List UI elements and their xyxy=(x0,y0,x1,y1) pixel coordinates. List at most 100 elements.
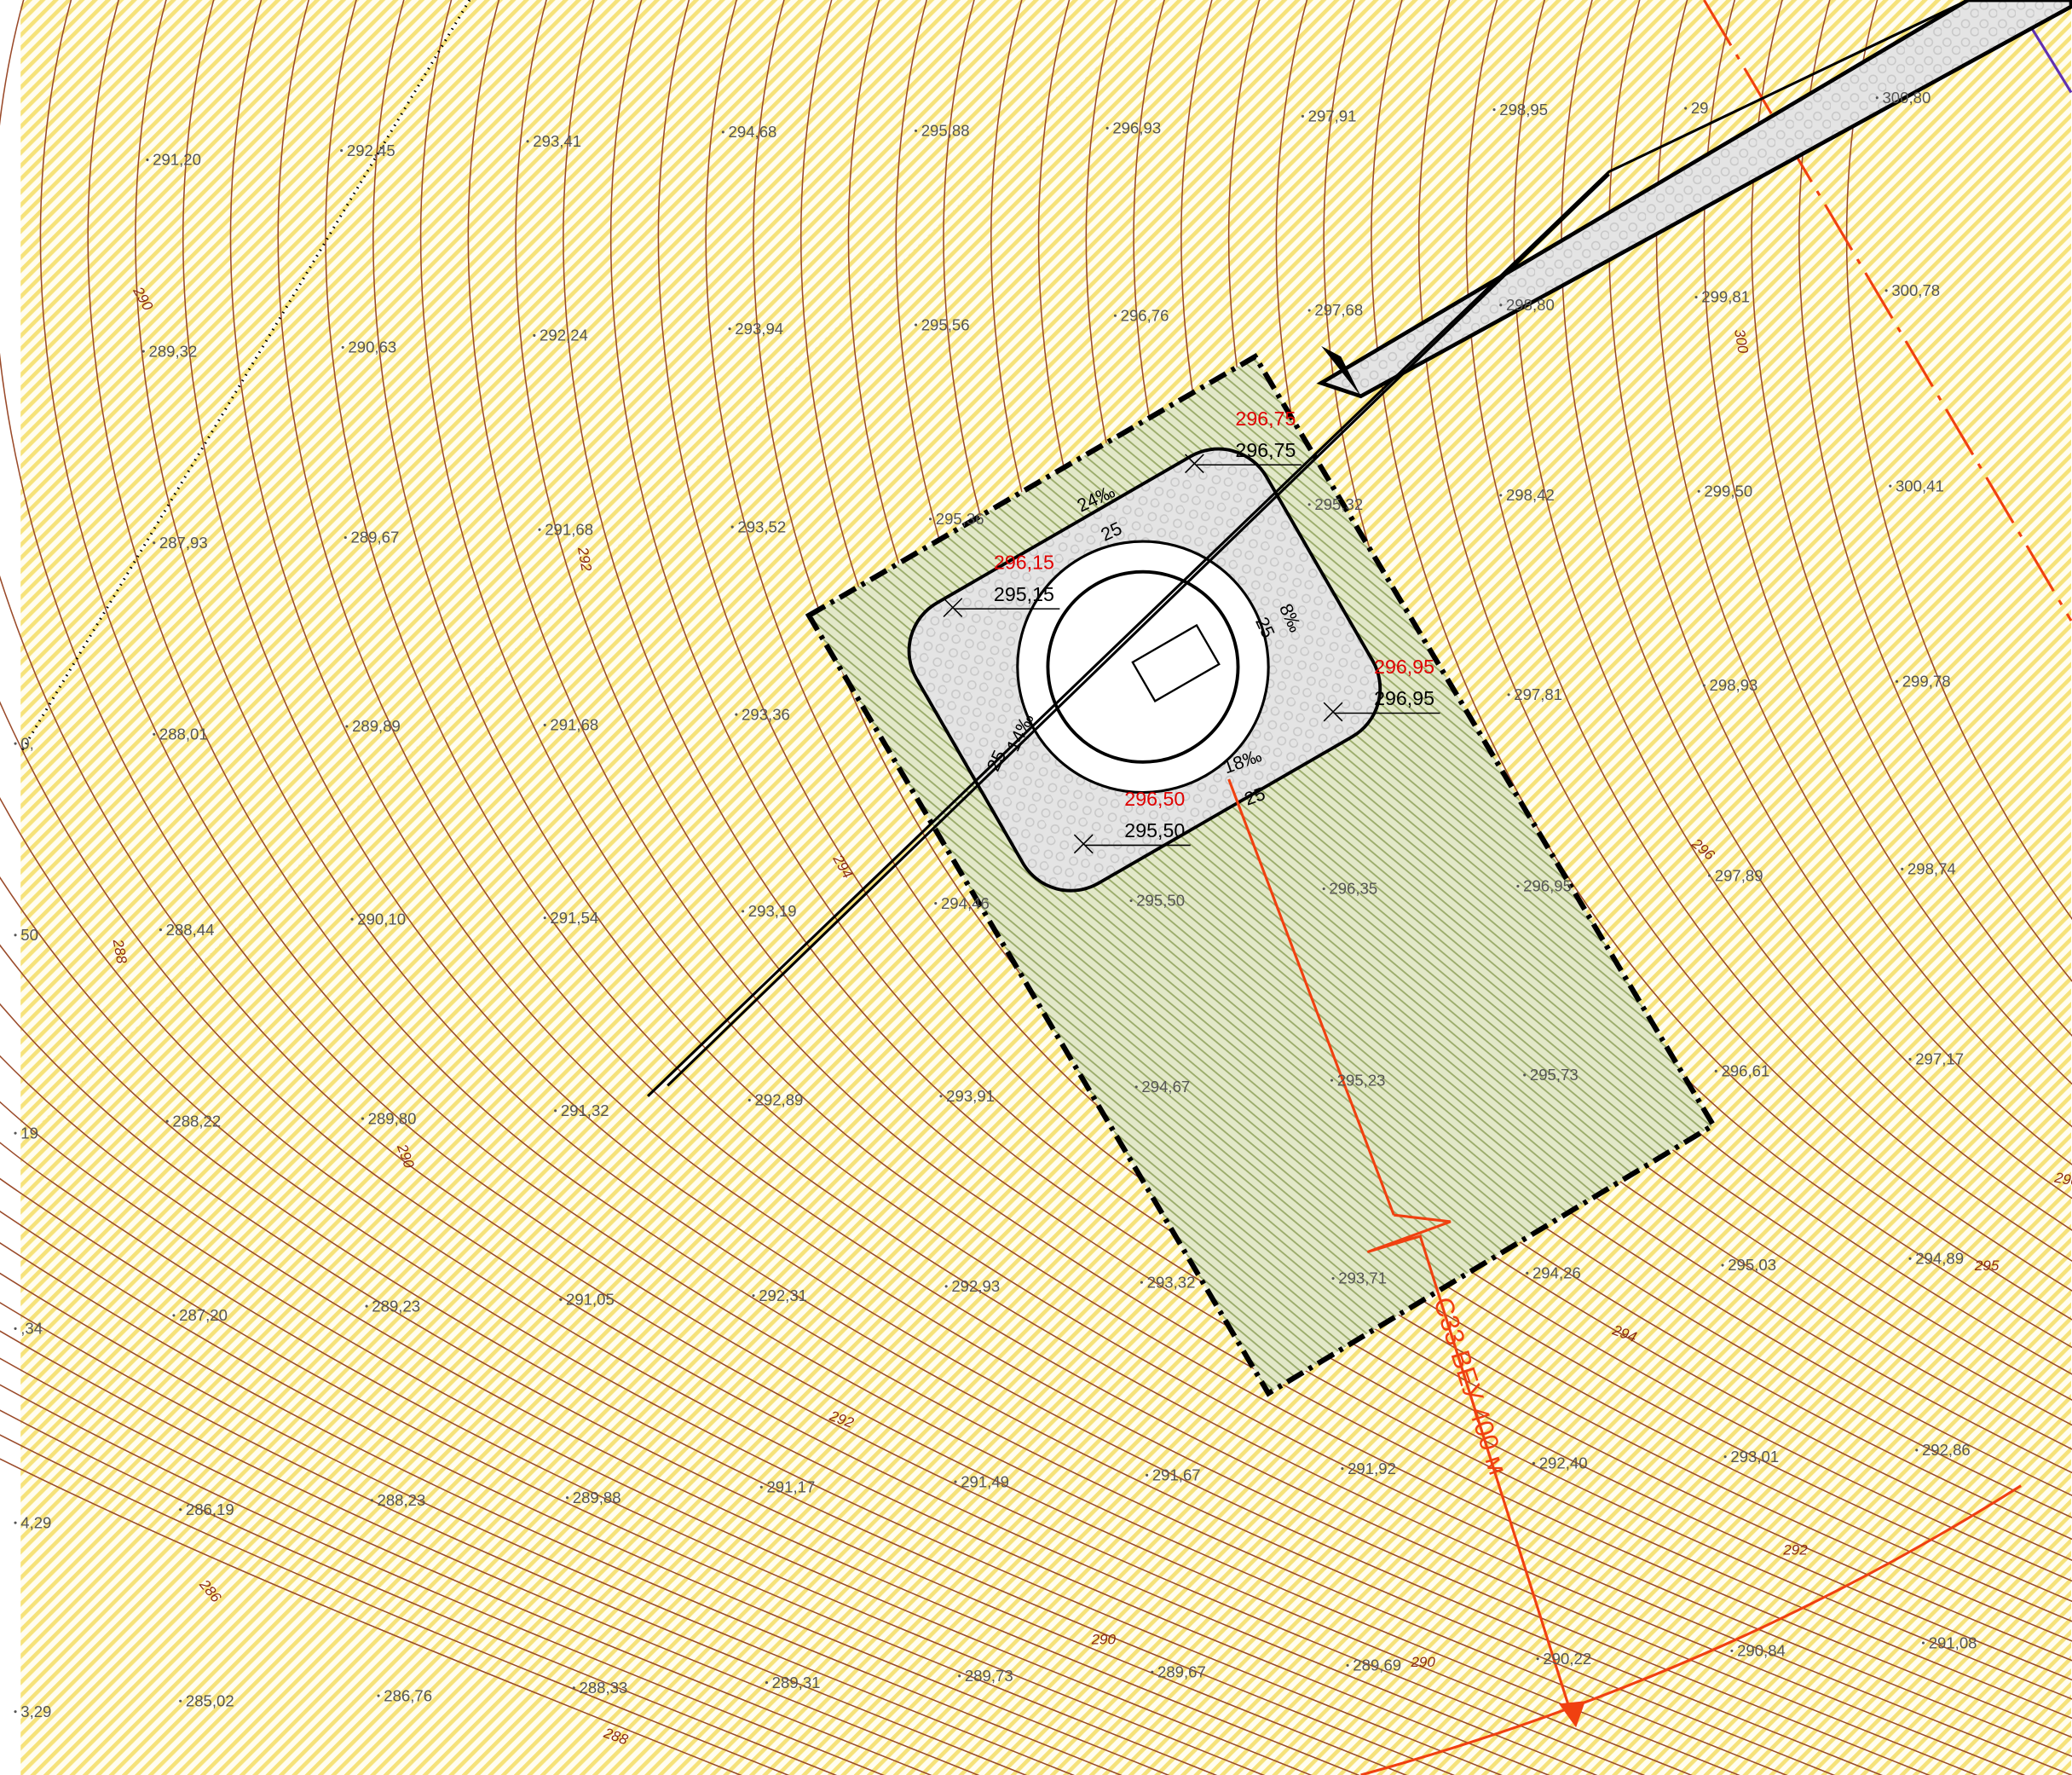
contour xyxy=(0,1330,980,1775)
spot-elevation: 290,63 xyxy=(348,338,396,356)
spot-dot xyxy=(14,1521,17,1524)
spot-dot xyxy=(1322,888,1325,891)
spot-dot xyxy=(141,350,145,353)
spot-elevation: 292,93 xyxy=(951,1277,1000,1295)
contour xyxy=(0,1384,885,1775)
contour xyxy=(0,1272,1075,1775)
spot-elevation: 300,78 xyxy=(1891,281,1940,299)
spot-dot xyxy=(1730,1649,1734,1652)
spot-dot xyxy=(350,917,354,921)
contour xyxy=(419,0,2072,1757)
spot-elevation: 288,22 xyxy=(172,1112,221,1130)
spot-dot xyxy=(939,1095,943,1098)
spot-elevation: 289,80 xyxy=(368,1109,417,1127)
spot-dot xyxy=(559,1298,563,1301)
spot-dot xyxy=(742,910,745,913)
contour-label: 296 xyxy=(2052,1170,2072,1190)
spot-dot xyxy=(146,158,149,161)
contour xyxy=(0,575,1646,1775)
spot-dot xyxy=(934,902,938,905)
spot-elevation: 298,93 xyxy=(1710,676,1758,694)
cable-road xyxy=(646,0,1969,1097)
spot-elevation: 293,91 xyxy=(946,1087,995,1105)
spot-dot xyxy=(1889,484,1892,488)
spot-elevation: 291,67 xyxy=(1152,1466,1201,1484)
spot-elevation: 29 xyxy=(1691,99,1709,117)
boundary-dotted xyxy=(19,0,471,754)
spot-dot xyxy=(1331,1276,1335,1281)
spot-dot xyxy=(526,140,529,143)
spot-dot xyxy=(554,1109,557,1113)
spot-dot xyxy=(179,1508,182,1512)
spot-dot xyxy=(1697,489,1700,493)
spot-dot xyxy=(1895,679,1899,683)
spot-dot xyxy=(747,1098,751,1101)
contour-label: 300 xyxy=(1731,328,1752,356)
spot-dot xyxy=(566,1496,569,1500)
spot-elevation: 291,92 xyxy=(1348,1460,1396,1477)
spot-dot xyxy=(914,129,918,132)
spot-dot xyxy=(1129,899,1133,903)
contour xyxy=(325,0,2026,1775)
spot-dot xyxy=(1516,884,1520,888)
spot-elevation: 4,29 xyxy=(20,1513,51,1531)
spot-elevation: 293,52 xyxy=(737,517,786,535)
spot-elevation: 289,23 xyxy=(372,1297,420,1315)
spot-elevation: 291,08 xyxy=(1929,1633,1977,1651)
spot-elevation: 295,73 xyxy=(1530,1066,1579,1084)
spot-dot xyxy=(1492,108,1496,112)
spot-dot xyxy=(1346,1663,1349,1667)
spot-dot xyxy=(538,528,541,531)
contour xyxy=(609,0,2072,1681)
spot-elevation: 288,33 xyxy=(580,1679,628,1697)
spot-elevation: 290,84 xyxy=(1737,1642,1786,1660)
spot-elevation: 294,67 xyxy=(1141,1078,1190,1096)
spot-dot xyxy=(341,345,344,349)
contour xyxy=(1371,0,2072,1321)
contour xyxy=(0,0,1693,1775)
contour xyxy=(0,1434,790,1775)
contour xyxy=(0,1177,1218,1775)
spot-dot xyxy=(1707,874,1711,877)
contour xyxy=(0,701,1598,1775)
spot-elevation: ,34 xyxy=(20,1320,43,1338)
spot-elevation: 291,54 xyxy=(550,909,598,927)
contour xyxy=(1323,0,2072,1349)
power-line xyxy=(1227,778,1573,1718)
spot-dot xyxy=(1526,1271,1529,1275)
spot-dot xyxy=(1721,1263,1724,1267)
spot-elevation: 296,93 xyxy=(1112,119,1161,136)
spot-elevation: 291,32 xyxy=(561,1101,609,1119)
spot-dot xyxy=(159,928,162,932)
spot-elevation: 292,40 xyxy=(1539,1454,1588,1472)
spot-dot xyxy=(1536,1657,1539,1661)
spot-dot xyxy=(345,725,349,728)
spot-elevation: 293,19 xyxy=(748,902,797,920)
spot-elevation: 298,74 xyxy=(1908,860,1956,878)
zone-line xyxy=(1703,0,2072,622)
contour xyxy=(0,1302,1028,1775)
spot-dot xyxy=(377,1694,380,1697)
spot-dot xyxy=(954,1480,957,1483)
contour xyxy=(1845,0,2072,920)
survey-cross xyxy=(1323,702,1343,722)
spot-elevation: 295,56 xyxy=(921,315,970,333)
pad xyxy=(907,447,1382,893)
contour-label: 292 xyxy=(1782,1541,1808,1558)
spot-elevation: 289,69 xyxy=(1353,1656,1401,1674)
spot-dot xyxy=(730,525,734,529)
spot-elevation: 291,49 xyxy=(961,1472,1009,1490)
contour xyxy=(0,796,1550,1775)
spot-dot xyxy=(1915,1448,1919,1452)
contour xyxy=(1751,0,2072,1037)
existing-elevation: 295,50 xyxy=(1124,819,1185,841)
power-line-arrow xyxy=(1558,1701,1585,1728)
design-elevation: 296,15 xyxy=(994,552,1054,574)
spot-elevation: 289,88 xyxy=(573,1489,621,1506)
contour xyxy=(1133,0,2072,1450)
spot-dot xyxy=(14,1710,17,1714)
spot-dot xyxy=(1146,1473,1149,1477)
spot-elevation: 289,32 xyxy=(149,342,198,360)
contour-label: 288 xyxy=(110,937,130,965)
